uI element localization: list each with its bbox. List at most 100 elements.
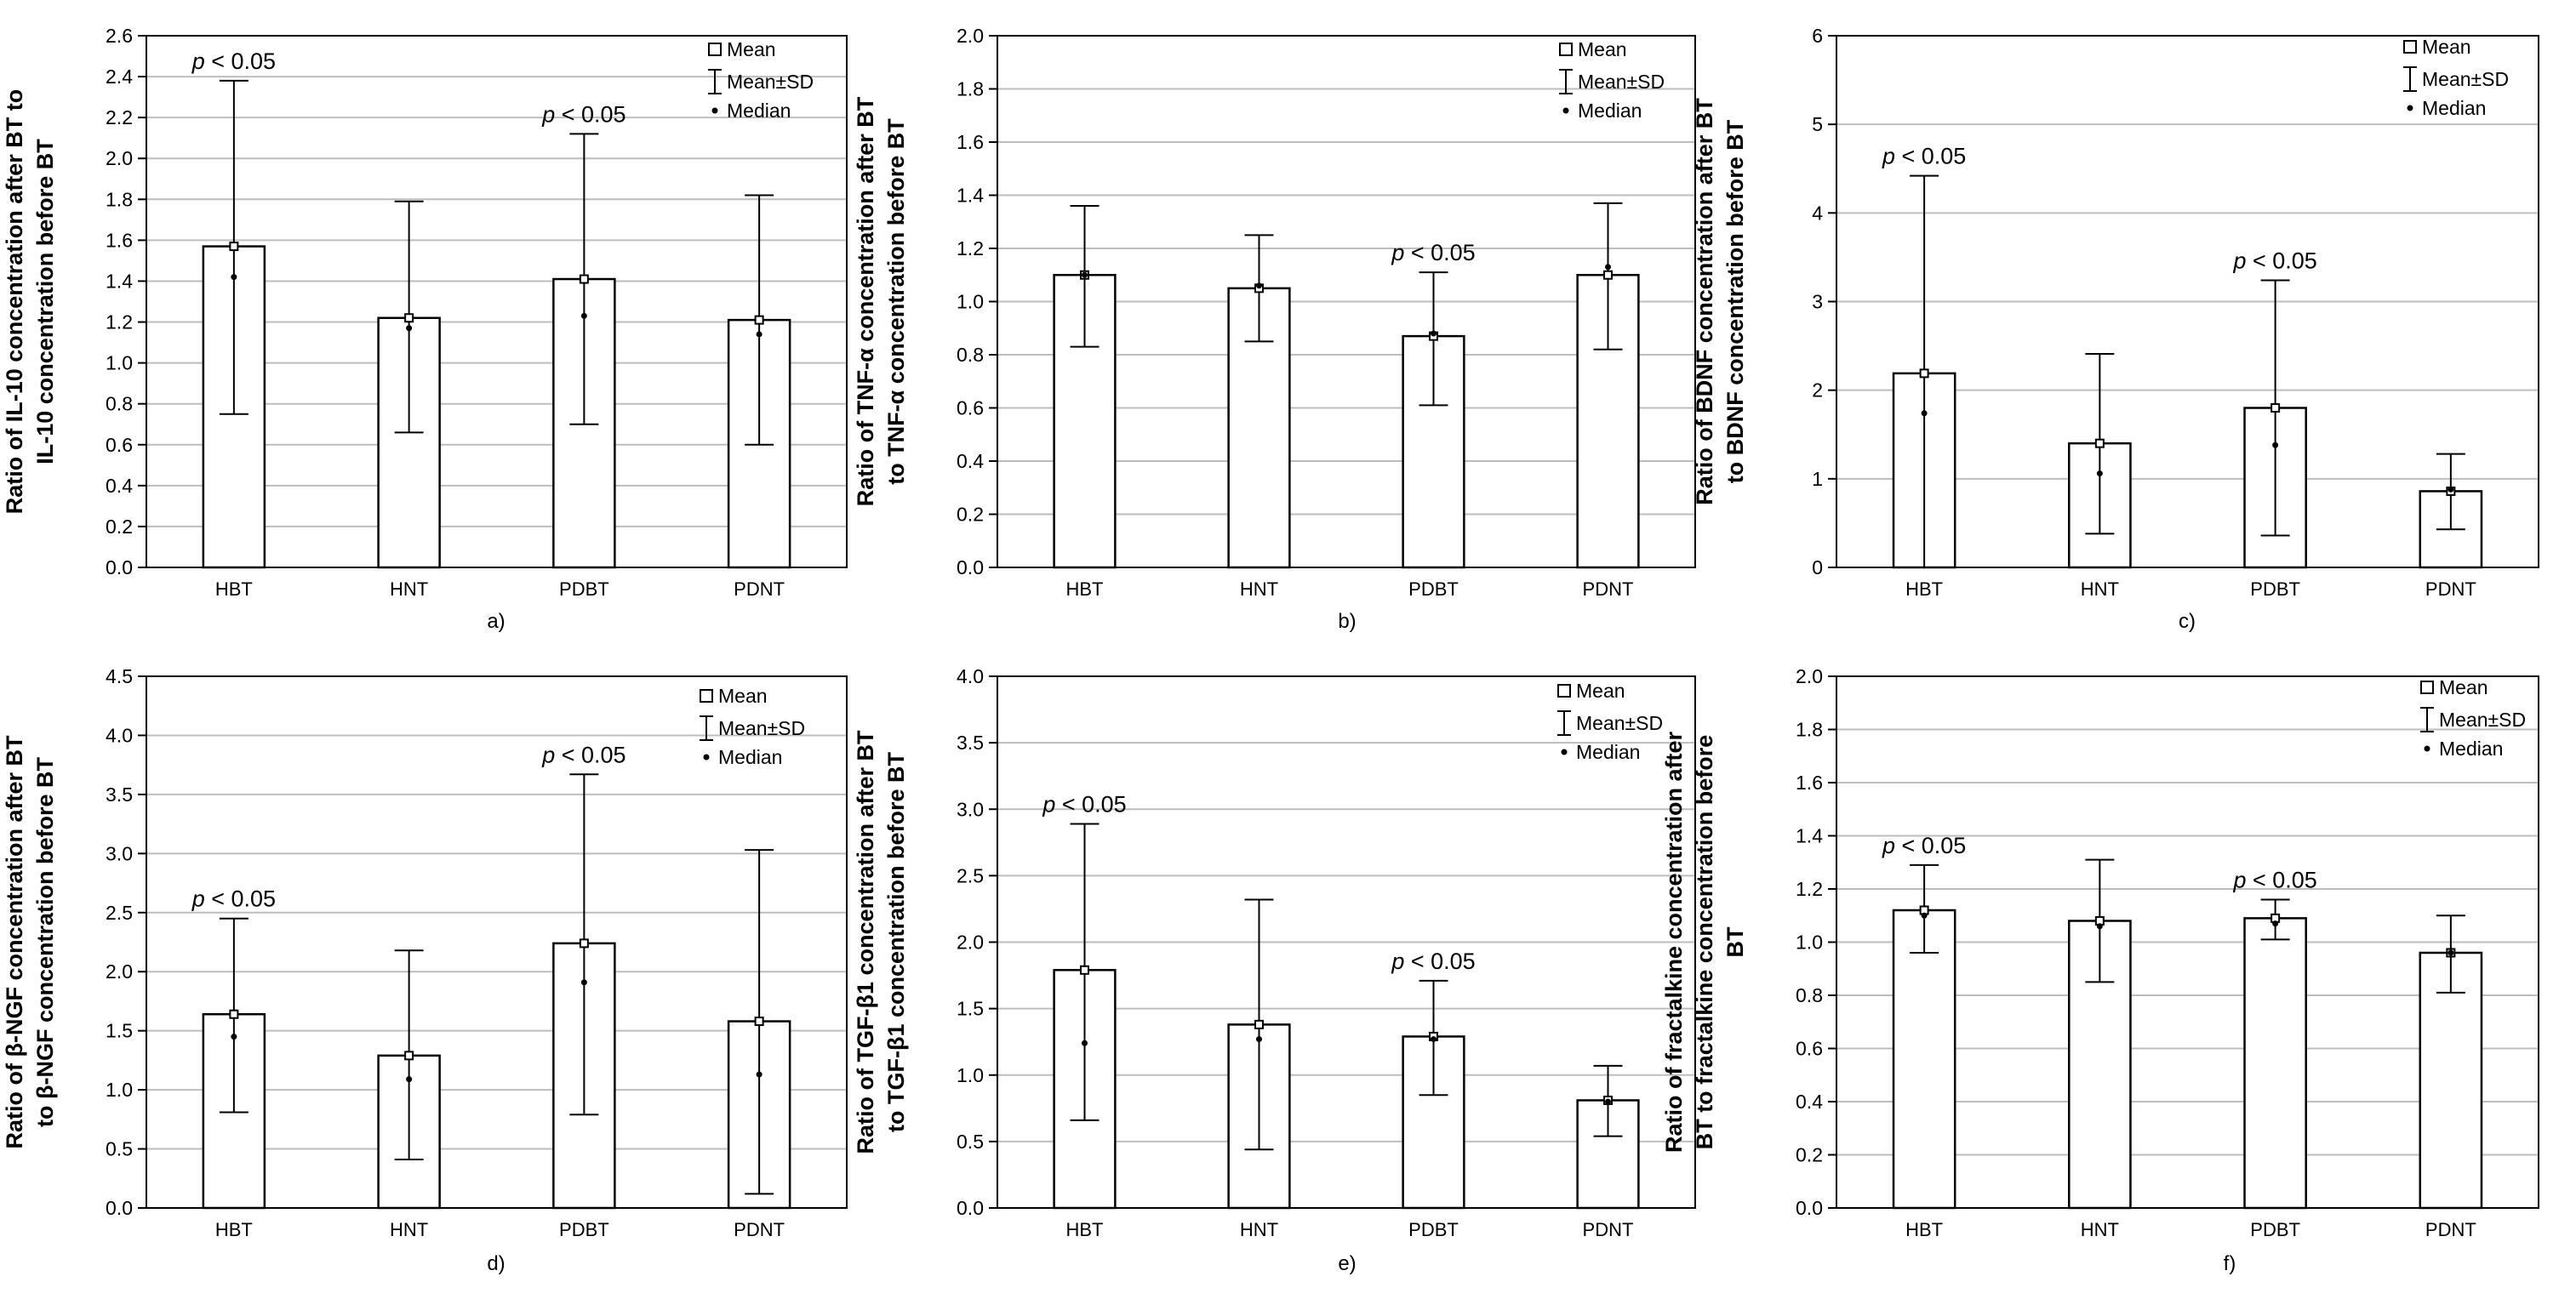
y-tick-label: 1.8 <box>106 188 133 210</box>
legend-sd-label: Mean±SD <box>718 717 805 739</box>
y-tick-label: 0.6 <box>1796 1038 1823 1060</box>
y-tick-label: 1.4 <box>957 185 984 207</box>
median-marker <box>756 331 763 338</box>
legend: Mean Mean±SD Median <box>2420 676 2526 760</box>
y-tick-label: 0.0 <box>106 1197 133 1219</box>
mean-marker <box>579 274 589 284</box>
median-marker <box>1605 264 1611 271</box>
legend-median-label: Median <box>2439 738 2503 760</box>
legend-median-icon <box>1562 107 1569 114</box>
y-tick-label: 3.5 <box>106 783 133 806</box>
median-marker <box>1431 1036 1437 1043</box>
y-tick-label: 2.0 <box>957 932 984 954</box>
y-tick-label: 1.8 <box>957 78 984 100</box>
legend-mean-icon <box>700 689 713 703</box>
panel-caption: b) <box>1338 610 1356 633</box>
y-tick-label: 0.4 <box>106 475 133 497</box>
y-tick-label: 3.5 <box>957 732 984 754</box>
legend-mean-icon <box>2420 681 2434 694</box>
mean-marker <box>2094 438 2105 448</box>
y-tick-label: 4.0 <box>957 665 984 687</box>
y-tick-label: 2.5 <box>106 902 133 924</box>
x-tick-label: HBT <box>215 1219 253 1240</box>
mean-marker <box>754 1017 764 1027</box>
y-tick-label: 2.0 <box>106 960 133 983</box>
mean-marker <box>404 313 414 323</box>
plot-frame <box>997 675 1696 1209</box>
x-tick-label: PDBT <box>2250 1219 2300 1240</box>
median-marker <box>2096 923 2103 930</box>
mean-marker <box>1254 1019 1264 1029</box>
x-tick-label: HBT <box>215 578 253 600</box>
significance-label: p < 0.05 <box>541 101 625 127</box>
x-tick-label: HNT <box>1240 578 1278 600</box>
bar-pdnt <box>1576 274 1640 569</box>
y-tick-label: 1.6 <box>957 131 984 153</box>
legend-mean-label: Mean <box>718 685 768 707</box>
significance-label: p < 0.05 <box>191 48 276 74</box>
median-marker <box>2447 949 2454 956</box>
significance-label: p < 0.05 <box>2232 868 2316 893</box>
y-tick-label: 0.2 <box>957 504 984 526</box>
y-tick-label: 2.0 <box>1796 665 1823 687</box>
panel-f: 0.0 0.2 0.4 0.6 0.8 1.0 1.2 1.4 1.6 1.8 2.0 HBT p < … <box>1661 665 2539 1275</box>
y-tick-label: 2.0 <box>106 147 133 169</box>
panel-c: 0 1 2 3 4 5 6 HBT p < 0.05 HNT PDBT p < 0.05 PDNT Rat… <box>1692 25 2539 633</box>
median-marker <box>1431 330 1437 337</box>
y-axis-label: Ratio of IL-10 concentration after BT to… <box>2 89 58 515</box>
y-tick-label: 1.0 <box>1796 932 1823 954</box>
x-tick-label: PDBT <box>559 1219 609 1240</box>
median-marker <box>406 1076 413 1083</box>
median-marker <box>406 325 413 332</box>
y-tick-label: 1.5 <box>957 998 984 1020</box>
legend-mean-label: Mean <box>727 38 776 60</box>
legend-median-icon <box>703 754 710 761</box>
x-tick-label: PDNT <box>2425 1219 2476 1240</box>
x-tick-label: PDNT <box>2425 578 2476 600</box>
y-tick-label: 0.0 <box>957 1197 984 1219</box>
x-tick-label: PDNT <box>734 1219 785 1240</box>
bar-pdbt <box>2243 917 2307 1210</box>
mean-marker <box>229 1009 239 1019</box>
legend-median-icon <box>2424 745 2430 752</box>
plot-frame <box>997 35 1696 568</box>
panel-b: 0.0 0.2 0.4 0.6 0.8 1.0 1.2 1.4 1.6 1.8 2.0 HBT HNT P… <box>853 25 1696 633</box>
legend-sd-label: Mean±SD <box>727 71 814 93</box>
y-tick-label: 0.0 <box>957 556 984 578</box>
plot-frame <box>146 35 848 568</box>
y-tick-label: 4.5 <box>106 665 133 687</box>
y-tick-label: 1.0 <box>106 1079 133 1101</box>
y-axis-label: Ratio of BDNF concentration after BT to B… <box>1692 98 1748 505</box>
median-marker <box>1256 282 1262 289</box>
plot-frame <box>1836 675 2539 1209</box>
x-tick-label: HNT <box>2081 1219 2119 1240</box>
median-marker <box>2096 470 2103 477</box>
legend-median-icon <box>1561 749 1568 755</box>
x-tick-label: HBT <box>1905 1219 1943 1240</box>
x-tick-label: HBT <box>1905 578 1943 600</box>
legend-sd-label: Mean±SD <box>2439 709 2526 731</box>
y-tick-label: 0.6 <box>957 397 984 419</box>
y-tick-label: 1.2 <box>957 237 984 259</box>
y-tick-label: 1.2 <box>106 311 133 333</box>
median-marker <box>1082 1040 1088 1046</box>
legend-median-label: Median <box>1578 100 1642 122</box>
panel-caption: c) <box>2179 610 2196 633</box>
y-tick-label: 0.6 <box>106 434 133 456</box>
bar-pdnt <box>2419 951 2483 1210</box>
y-tick-label: 1.2 <box>1796 878 1823 900</box>
y-tick-label: 2.5 <box>957 864 984 886</box>
legend-median-label: Median <box>1576 741 1640 763</box>
significance-label: p < 0.05 <box>1391 240 1475 265</box>
mean-marker <box>579 938 589 949</box>
y-tick-label: 2 <box>1812 379 1823 402</box>
plot-frame <box>1836 35 2539 568</box>
median-marker <box>2447 486 2454 493</box>
mean-marker <box>1080 965 1089 975</box>
panel-caption: a) <box>487 610 505 633</box>
y-tick-label: 1.0 <box>957 291 984 313</box>
median-marker <box>756 1071 763 1078</box>
legend: Mean Mean±SD Median <box>1557 680 1663 763</box>
y-tick-label: 0.4 <box>1796 1091 1823 1113</box>
